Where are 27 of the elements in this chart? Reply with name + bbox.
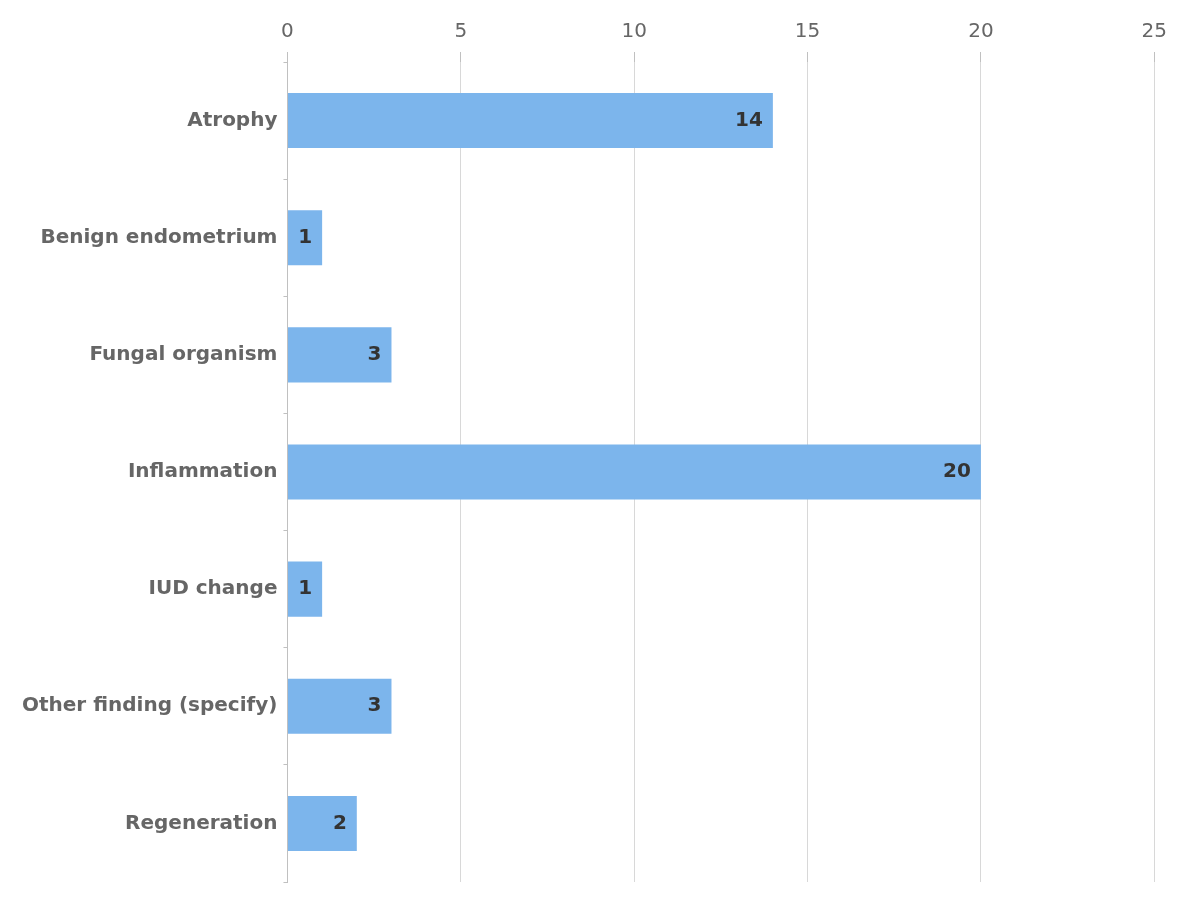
y-tick-label: Benign endometrium <box>40 223 278 248</box>
data-label: 1 <box>298 575 313 600</box>
bar <box>287 678 392 734</box>
bar <box>287 561 323 617</box>
x-tick-label: 10 <box>621 18 647 43</box>
data-label: 3 <box>367 692 382 717</box>
y-tick-label: Atrophy <box>187 106 278 131</box>
data-label: 14 <box>735 106 763 131</box>
y-tick-label: Inflammation <box>127 458 278 483</box>
data-label: 1 <box>298 223 313 248</box>
bar <box>287 444 981 500</box>
y-tick-label: IUD change <box>148 575 278 600</box>
x-tick-label: 25 <box>1141 18 1167 43</box>
bar <box>287 93 773 149</box>
data-label: 20 <box>943 458 971 483</box>
bar <box>287 327 392 383</box>
data-label: 3 <box>367 341 382 366</box>
y-tick-label: Other finding (specify) <box>21 692 278 717</box>
bar <box>287 795 357 851</box>
x-tick-label: 20 <box>968 18 994 43</box>
y-tick-label: Regeneration <box>125 809 278 834</box>
bar <box>287 210 323 266</box>
y-tick-label: Fungal organism <box>89 341 278 366</box>
data-label: 2 <box>332 809 347 834</box>
x-tick-label: 0 <box>281 18 294 43</box>
x-tick-label: 15 <box>794 18 821 43</box>
x-tick-label: 5 <box>454 18 468 43</box>
